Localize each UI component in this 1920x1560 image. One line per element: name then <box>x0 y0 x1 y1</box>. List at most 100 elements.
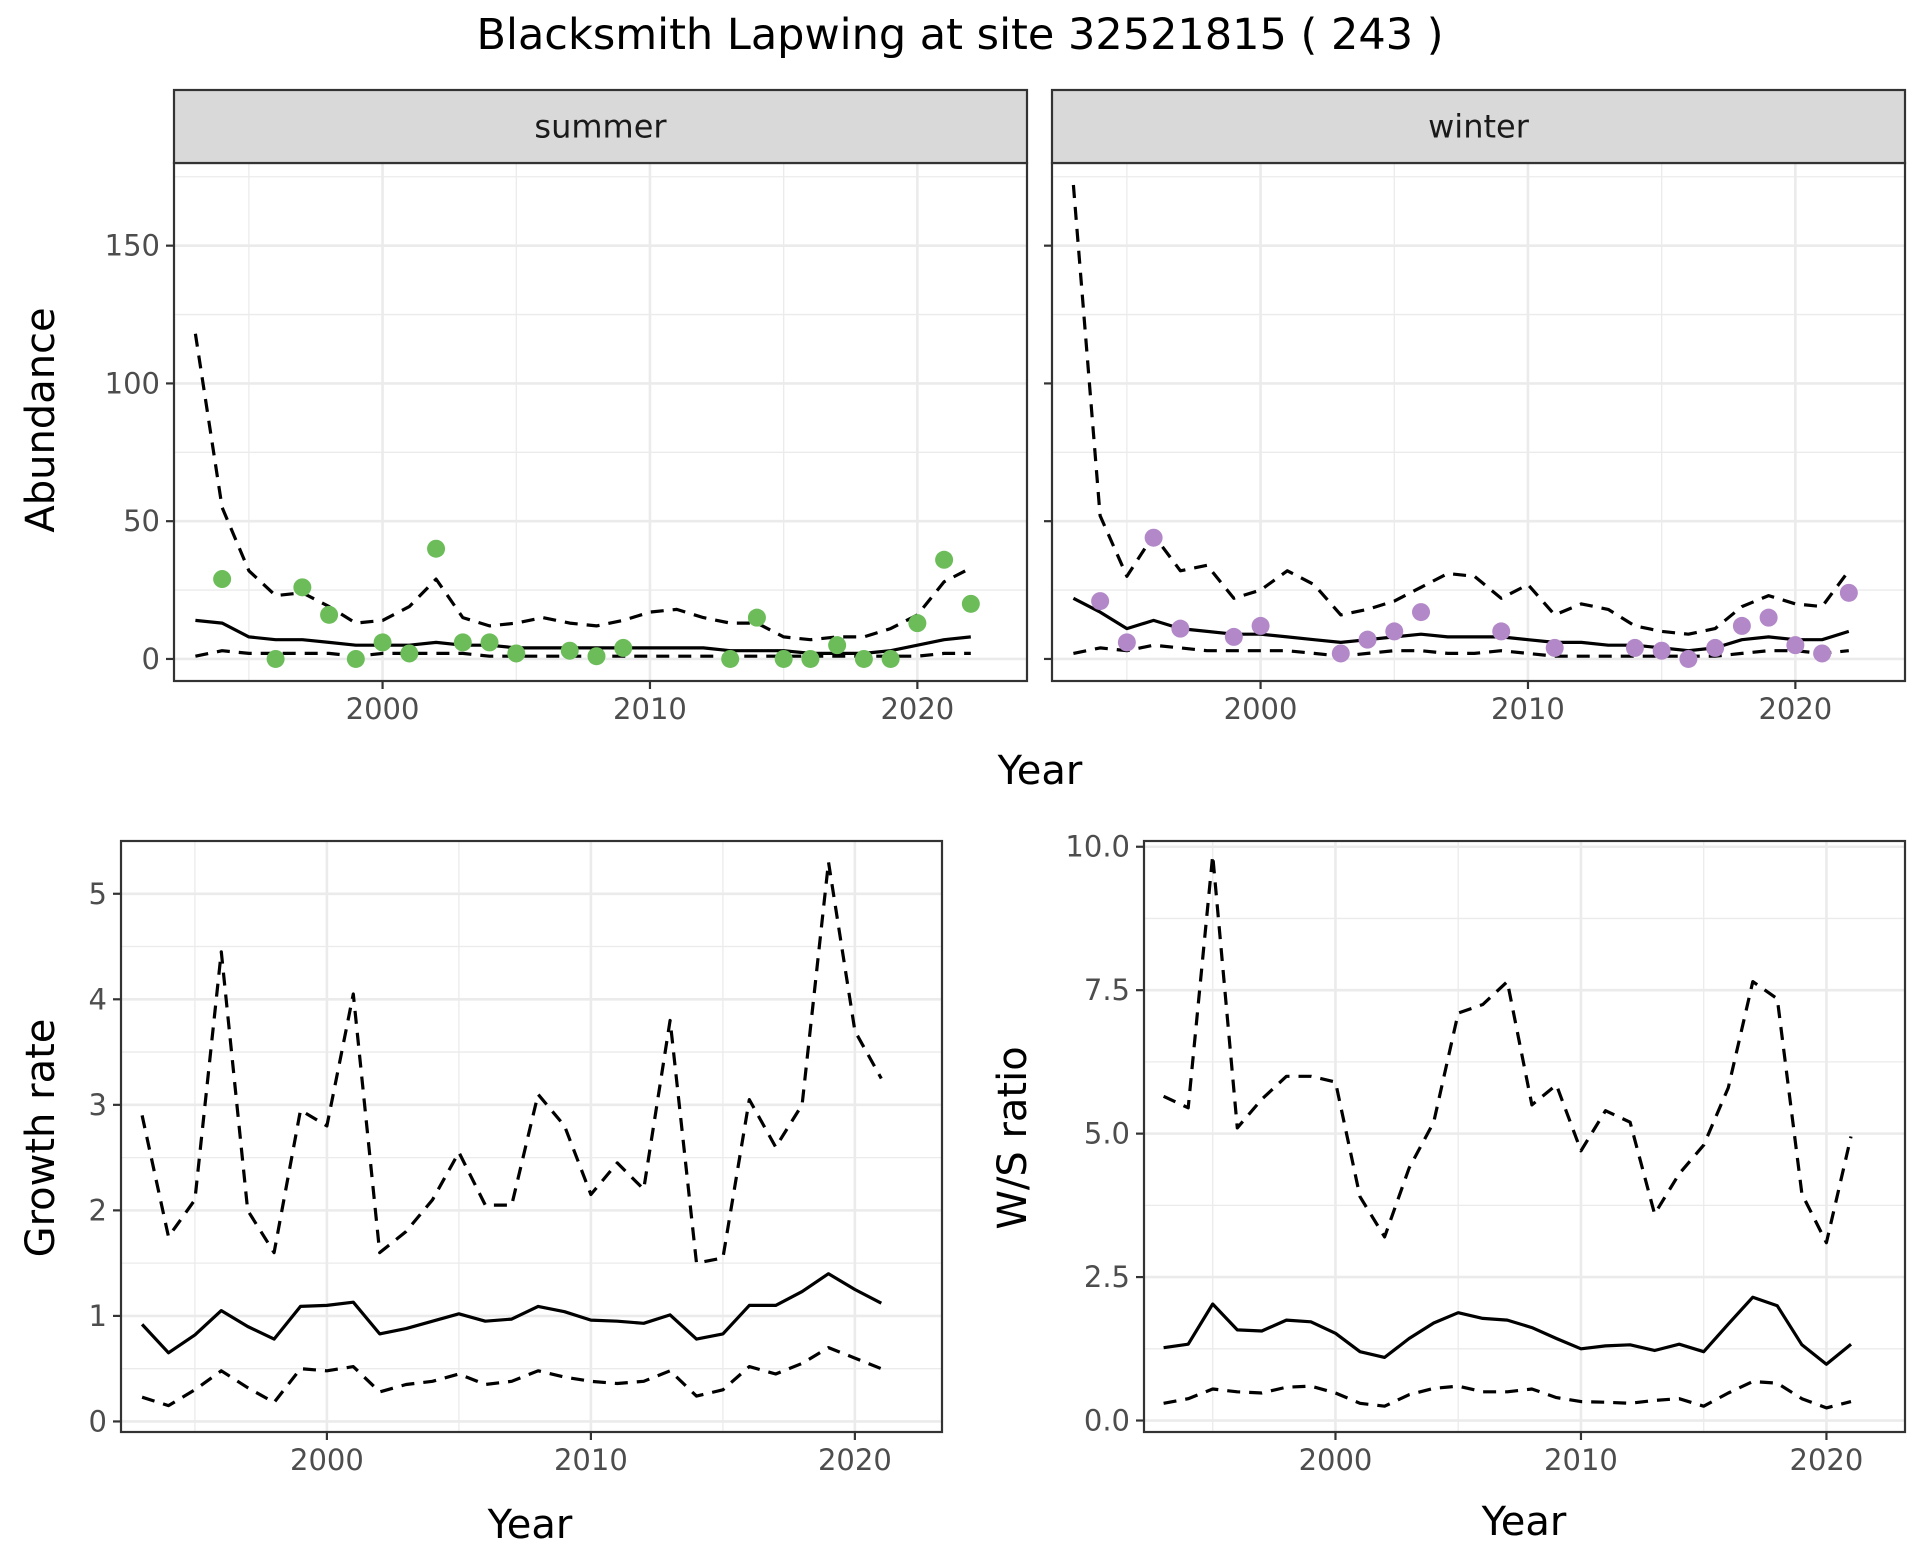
data-point <box>1171 619 1190 638</box>
data-point <box>1117 633 1136 652</box>
data-point <box>935 550 954 569</box>
data-point <box>1625 638 1644 657</box>
panel-border <box>1142 839 1907 1434</box>
data-point <box>320 605 339 624</box>
data-point <box>1091 592 1110 611</box>
data-point <box>1786 636 1805 655</box>
data-point <box>721 649 740 668</box>
x-tick-label: 2020 <box>818 1443 892 1477</box>
x-tick-label: 2020 <box>1758 692 1832 726</box>
y-tick-label: 5.0 <box>1084 1117 1130 1151</box>
x-tick-label: 2010 <box>1491 692 1565 726</box>
x-tick-label: 2000 <box>1299 1443 1373 1477</box>
panel-border <box>119 839 944 1434</box>
data-point <box>1839 583 1858 602</box>
y-tick-label: 0 <box>89 1404 107 1438</box>
data-point <box>881 649 900 668</box>
data-point <box>1759 608 1778 627</box>
data-point <box>1679 649 1698 668</box>
panel-growth-rate: 2000 2010 2020 0 1 2 3 4 5 <box>89 839 944 1477</box>
series-line-lower <box>1163 1379 1852 1410</box>
series-line-upper <box>1071 184 1851 636</box>
panel-border <box>172 161 1029 683</box>
x-tick-label: 2000 <box>346 692 420 726</box>
panel-border <box>1050 161 1907 683</box>
data-point <box>1652 641 1671 660</box>
y-axis-title-ratio: W/S ratio <box>990 1046 1036 1229</box>
data-point <box>747 608 766 627</box>
y-tick-label: 150 <box>105 229 160 263</box>
data-point <box>1706 638 1725 657</box>
y-tick-label: 3 <box>89 1088 107 1122</box>
series-line-lower <box>1073 643 1849 658</box>
y-tick-label: 1 <box>89 1299 107 1333</box>
y-tick-label: 4 <box>89 982 107 1016</box>
y-tick-label: 50 <box>123 504 160 538</box>
data-point <box>1331 644 1350 663</box>
facet-strip-label: winter <box>1428 108 1530 146</box>
y-axis-title-growth: Growth rate <box>18 1019 64 1258</box>
x-tick-label: 2000 <box>290 1443 364 1477</box>
series-line-upper <box>1162 853 1853 1245</box>
data-point <box>614 638 633 657</box>
facet-strip <box>172 88 1029 165</box>
series-line-lower <box>141 1345 882 1408</box>
data-point <box>1732 616 1751 635</box>
facet-strip <box>1050 88 1907 165</box>
data-point <box>480 633 499 652</box>
series-line-upper <box>193 333 972 642</box>
data-point <box>266 649 285 668</box>
y-tick-label: 7.5 <box>1084 973 1130 1007</box>
data-point <box>560 641 579 660</box>
data-point <box>587 647 606 666</box>
data-point <box>1492 622 1511 641</box>
x-axis-title-growth: Year <box>487 1502 573 1548</box>
x-tick-label: 2020 <box>1790 1443 1864 1477</box>
series-line-fit <box>195 618 971 656</box>
data-point <box>801 649 820 668</box>
data-point <box>293 578 312 597</box>
x-tick-label: 2020 <box>880 692 954 726</box>
y-tick-label: 5 <box>89 877 107 911</box>
data-point <box>908 614 927 633</box>
y-tick-label: 2 <box>89 1193 107 1227</box>
data-point <box>1545 638 1564 657</box>
data-point <box>1412 603 1431 622</box>
y-tick-label: 0 <box>142 642 160 676</box>
x-axis-title-ratio: Year <box>1481 1499 1567 1545</box>
series-line-fit <box>1072 596 1850 653</box>
data-point <box>1144 528 1163 547</box>
data-point <box>828 636 847 655</box>
x-tick-label: 2010 <box>613 692 687 726</box>
facet-strip-label: summer <box>534 108 667 146</box>
y-tick-label: 2.5 <box>1084 1260 1130 1294</box>
x-tick-label: 2000 <box>1224 692 1298 726</box>
data-point <box>1224 627 1243 646</box>
chart-title: Blacksmith Lapwing at site 32521815 ( 24… <box>477 10 1444 60</box>
data-point <box>854 649 873 668</box>
data-point <box>507 644 526 663</box>
y-axis-title-abundance: Abundance <box>18 307 64 532</box>
series-line-fit <box>140 1272 883 1355</box>
data-point <box>427 539 446 558</box>
data-point <box>400 644 419 663</box>
x-axis-title-top: Year <box>997 748 1083 794</box>
x-tick-label: 2010 <box>1544 1443 1618 1477</box>
data-point <box>1358 630 1377 649</box>
series-line-upper <box>140 860 883 1265</box>
x-tick-label: 2010 <box>554 1443 628 1477</box>
panel-summer-abundance: summer 2000 2010 2020 0 50 100 150 <box>105 88 1029 726</box>
data-point <box>1813 644 1832 663</box>
data-point <box>346 649 365 668</box>
panel-ws-ratio: 2000 2010 2020 0.0 2.5 5.0 7.5 10.0 <box>1065 830 1907 1477</box>
data-point <box>1251 616 1270 635</box>
data-point <box>961 594 980 613</box>
data-point <box>1385 622 1404 641</box>
data-point <box>453 633 472 652</box>
series-line-lower <box>195 649 971 658</box>
series-line-fit <box>1163 1295 1853 1366</box>
data-point <box>373 633 392 652</box>
panel-winter-abundance: winter 2000 2010 2020 <box>1044 88 1907 726</box>
y-tick-label: 0.0 <box>1084 1404 1130 1438</box>
